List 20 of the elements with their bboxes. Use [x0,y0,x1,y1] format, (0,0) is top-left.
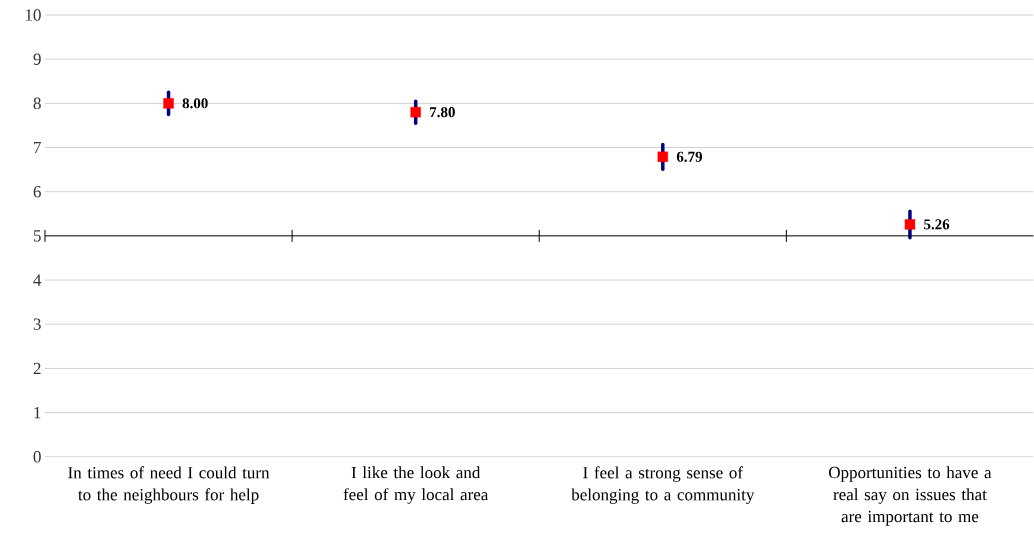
y-tick-label: 6 [33,186,41,198]
x-tick-label: I feel a strong sense of belonging to a community [571,466,755,505]
y-tick-label: 0 [33,451,41,463]
data-label: 7.80 [430,107,455,118]
y-tick-label: 8 [33,97,41,110]
x-tick-label: Opportunities to have a real say on issues that are important to me [829,466,992,526]
y-tick-label: 3 [33,318,41,331]
data-label: 5.26 [924,219,950,230]
x-tick-label: I like the look and feel of my local area [343,466,489,504]
y-tick-label: 5 [33,230,41,242]
y-tick-label: 2 [33,362,41,375]
y-tick-label: 1 [34,407,41,419]
data-label: 6.79 [676,151,703,163]
y-tick-label: 10 [25,9,41,21]
y-tick-label: 4 [33,274,42,286]
y-tick-label: 9 [33,53,41,66]
point [657,151,669,163]
y-tick-label: 7 [34,142,41,154]
data-label: 8.00 [182,98,208,109]
x-tick-label: In times of need I could turn to the neighbours for help [68,466,270,505]
